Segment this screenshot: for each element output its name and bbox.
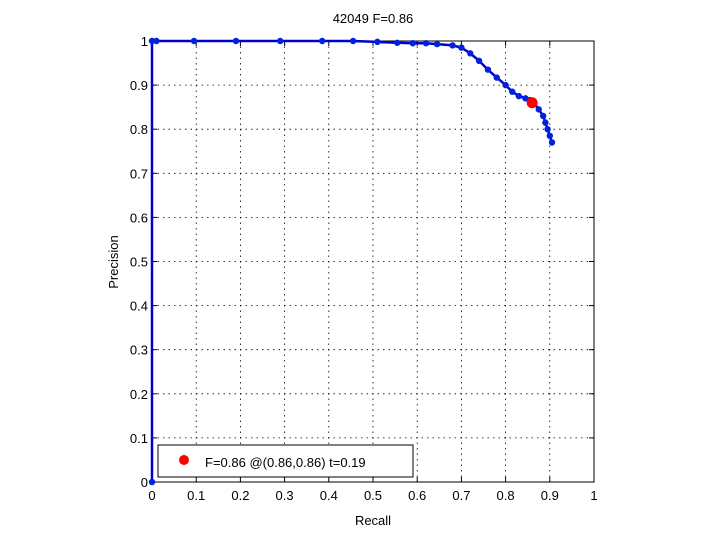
pr-curve-point — [148, 478, 156, 486]
x-tick-label: 0.7 — [452, 488, 470, 503]
pr-curve-point — [148, 37, 156, 45]
x-tick-label: 1 — [590, 488, 597, 503]
pr-curve-point — [190, 37, 198, 45]
pr-curve-point — [449, 42, 456, 49]
x-tick-label: 0 — [148, 488, 155, 503]
legend: F=0.86 @(0.86,0.86) t=0.19 — [157, 444, 414, 478]
y-tick-label: 0.7 — [130, 166, 148, 181]
y-tick-label: 0.1 — [130, 431, 148, 446]
y-tick-label: 0.2 — [130, 387, 148, 402]
pr-curve-point — [409, 40, 416, 47]
x-tick-label: 0.2 — [231, 488, 249, 503]
pr-curve-point — [276, 37, 284, 45]
legend-box — [157, 444, 414, 478]
x-tick-label: 0.9 — [541, 488, 559, 503]
pr-curve-point — [458, 44, 465, 51]
pr-curve-line — [150, 39, 554, 482]
x-tick-label: 0.3 — [276, 488, 294, 503]
pr-curve-point — [542, 119, 549, 126]
y-tick-label: 0.5 — [130, 255, 148, 270]
y-tick-label: 0.4 — [130, 299, 148, 314]
y-tick-label: 0.8 — [130, 122, 148, 137]
pr-curve-point — [153, 37, 160, 45]
y-tick-label: 0 — [141, 475, 148, 490]
best-f-point-marker — [526, 97, 538, 109]
pr-curve-point — [539, 112, 547, 120]
pr-curve-point — [349, 37, 357, 45]
y-tick-label: 1 — [141, 34, 148, 49]
pr-curve-point — [422, 40, 430, 47]
axis-ticks: 0 0.1 0.2 0.3 0.4 0.5 0.6 0.7 0.8 0.9 1 0 0.1 0.2 0.3 0… — [130, 34, 598, 503]
pr-curve-point — [467, 50, 474, 57]
pr-curve-point — [374, 38, 381, 46]
pr-curve-point — [394, 39, 401, 46]
x-tick-label: 0.5 — [364, 488, 382, 503]
x-tick-label: 0.8 — [497, 488, 515, 503]
x-tick-label: 0.4 — [320, 488, 338, 503]
pr-curve-point — [493, 74, 500, 81]
x-tick-label: 0.6 — [408, 488, 426, 503]
x-tick-label: 0.1 — [187, 488, 205, 503]
pr-curve-point — [548, 139, 556, 146]
grid-lines — [152, 41, 594, 482]
pr-curve-point — [484, 66, 492, 73]
y-axis-label: Precision — [106, 235, 121, 288]
chart-title: 42049 F=0.86 — [333, 11, 414, 26]
pr-curve-point — [546, 132, 553, 140]
pr-curve-point — [318, 37, 326, 45]
pr-curve-point — [515, 92, 523, 100]
pr-curve-point — [509, 88, 516, 95]
y-tick-label: 0.3 — [130, 343, 148, 358]
y-tick-label: 0.9 — [130, 78, 148, 93]
y-tick-label: 0.6 — [130, 210, 148, 225]
pr-curve-point — [502, 81, 509, 89]
legend-marker — [179, 455, 189, 465]
pr-curve-point — [433, 40, 441, 48]
pr-curve-point — [475, 57, 483, 65]
legend-label: F=0.86 @(0.86,0.86) t=0.19 — [205, 455, 366, 470]
pr-curve-point — [535, 106, 542, 113]
x-axis-label: Recall — [355, 513, 391, 528]
pr-curve-point — [232, 37, 240, 45]
pr-curve-point — [544, 126, 551, 133]
